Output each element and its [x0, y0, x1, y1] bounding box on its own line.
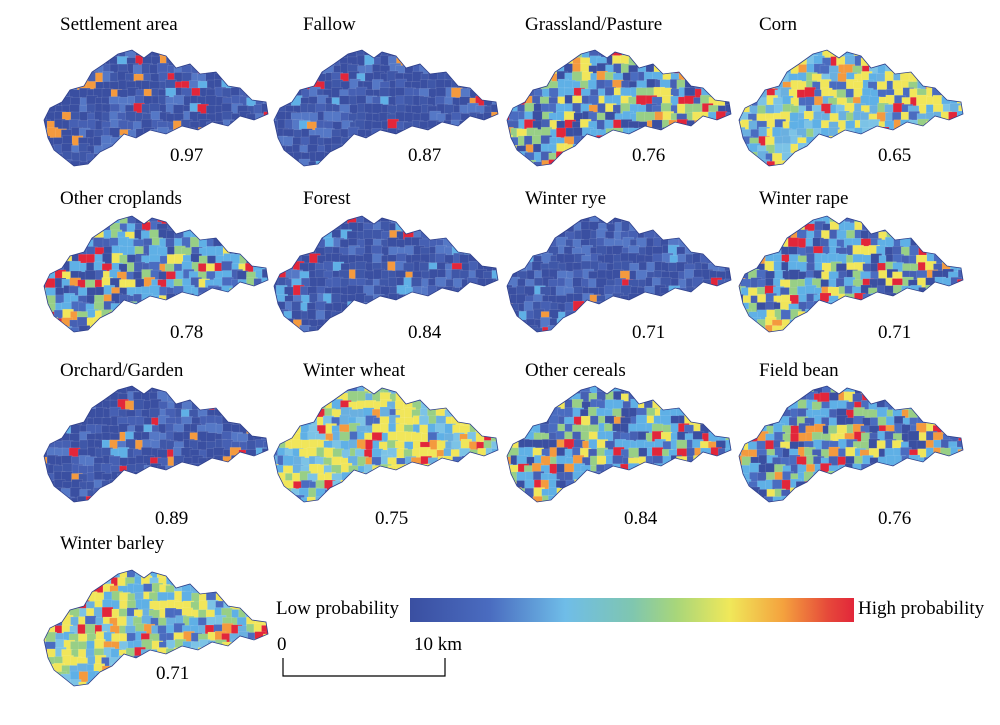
scale-end-label: 10 km [414, 634, 463, 655]
map-title: Winter rye [525, 188, 607, 209]
legend-high-label: High probability [858, 598, 985, 619]
probability-map [506, 385, 732, 503]
probability-map [43, 215, 269, 333]
probability-colorbar [410, 598, 854, 622]
probability-map [43, 49, 269, 167]
map-score: 0.76 [878, 508, 912, 529]
map-score: 0.76 [632, 145, 666, 166]
probability-map [273, 385, 499, 503]
map-title: Corn [759, 14, 797, 35]
map-title: Winter wheat [303, 360, 406, 381]
map-title: Fallow [303, 14, 356, 35]
map-score: 0.78 [170, 322, 204, 343]
map-score: 0.89 [155, 508, 189, 529]
map-title: Winter barley [60, 533, 165, 554]
scale-bar [282, 658, 446, 677]
probability-map [273, 49, 499, 167]
probability-map [506, 49, 732, 167]
map-score: 0.84 [624, 508, 658, 529]
map-score: 0.71 [878, 322, 912, 343]
map-score: 0.75 [375, 508, 409, 529]
legend-low-label: Low probability [276, 598, 399, 619]
map-score: 0.71 [632, 322, 666, 343]
map-score: 0.87 [408, 145, 442, 166]
map-title: Settlement area [60, 14, 178, 35]
probability-map [43, 569, 269, 687]
map-score: 0.97 [170, 145, 204, 166]
map-title: Forest [303, 188, 351, 209]
scale-start-label: 0 [277, 634, 287, 655]
map-title: Grassland/Pasture [525, 14, 663, 35]
probability-map [738, 385, 964, 503]
map-title: Winter rape [759, 188, 849, 209]
map-score: 0.65 [878, 145, 912, 166]
map-title: Field bean [759, 360, 839, 381]
probability-map [506, 215, 732, 333]
map-score: 0.71 [156, 663, 190, 684]
map-title: Orchard/Garden [60, 360, 184, 381]
map-title: Other croplands [60, 188, 182, 209]
map-score: 0.84 [408, 322, 442, 343]
map-title: Other cereals [525, 360, 626, 381]
probability-map [738, 49, 964, 167]
probability-map [43, 385, 269, 503]
probability-map [273, 215, 499, 333]
probability-map [738, 215, 964, 333]
